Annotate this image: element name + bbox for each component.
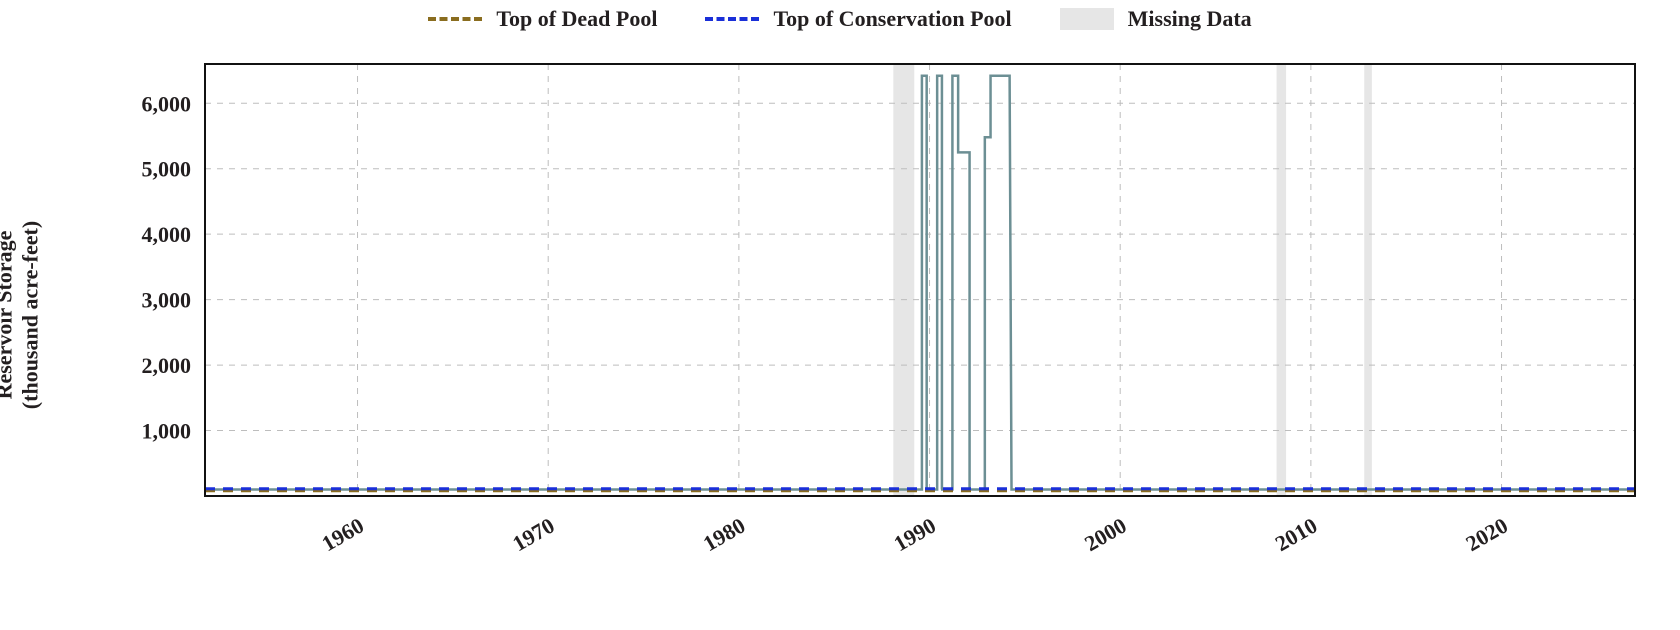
svg-text:5,000: 5,000 bbox=[142, 157, 192, 182]
storage-line bbox=[205, 76, 1635, 490]
plot-frame bbox=[205, 64, 1635, 496]
x-ticks: 1960 1970 1980 1990 2000 2010 2020 bbox=[317, 513, 1512, 557]
svg-text:1990: 1990 bbox=[889, 513, 940, 557]
svg-text:2010: 2010 bbox=[1271, 513, 1322, 557]
svg-text:1980: 1980 bbox=[699, 513, 750, 557]
svg-text:2020: 2020 bbox=[1461, 513, 1512, 557]
missing-data-band bbox=[893, 64, 914, 496]
svg-text:2,000: 2,000 bbox=[142, 353, 192, 378]
svg-text:1970: 1970 bbox=[508, 513, 559, 557]
svg-text:4,000: 4,000 bbox=[142, 222, 192, 247]
missing-data-band bbox=[1277, 64, 1287, 496]
svg-text:2000: 2000 bbox=[1080, 513, 1131, 557]
y-ticks: 1,000 2,000 3,000 4,000 5,000 6,000 bbox=[142, 91, 192, 443]
svg-text:1960: 1960 bbox=[317, 513, 368, 557]
gridlines bbox=[205, 64, 1635, 496]
svg-text:3,000: 3,000 bbox=[142, 288, 192, 313]
svg-text:1,000: 1,000 bbox=[142, 419, 192, 444]
svg-text:6,000: 6,000 bbox=[142, 91, 192, 116]
missing-data-band bbox=[1364, 64, 1372, 496]
reservoir-storage-chart: 1,0002,0003,0004,0005,0006,0001960197019… bbox=[0, 0, 1680, 630]
